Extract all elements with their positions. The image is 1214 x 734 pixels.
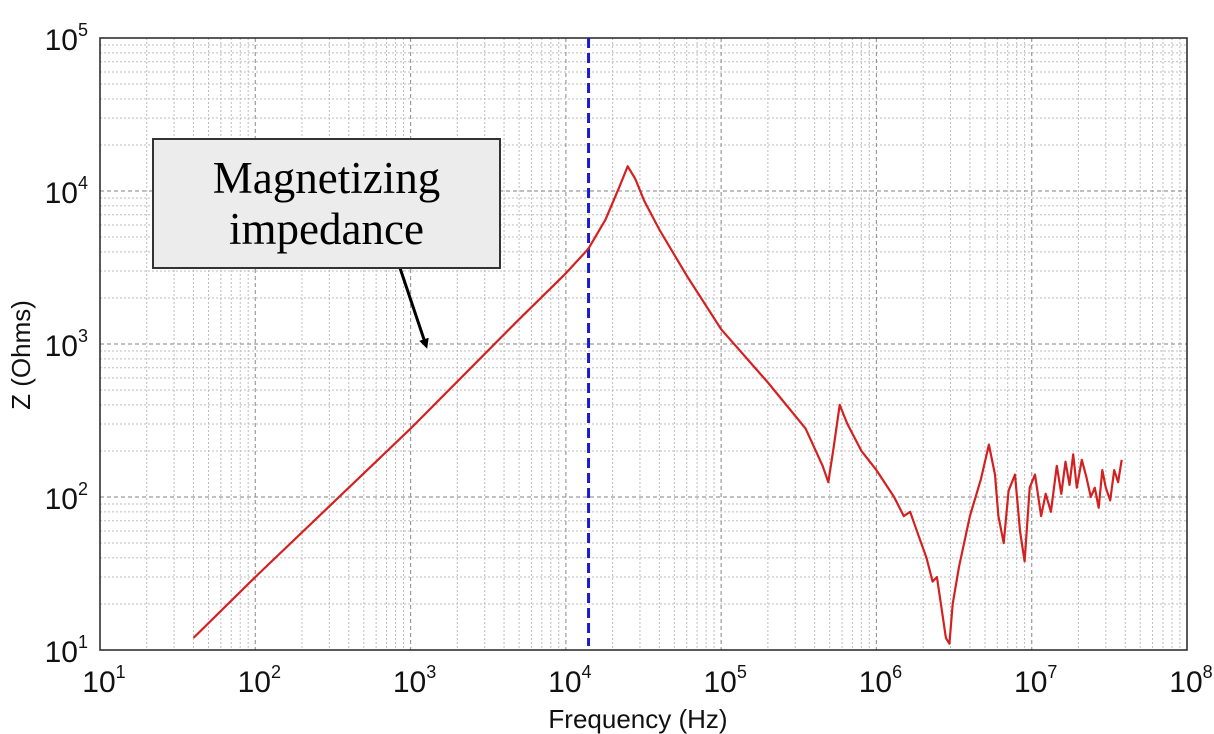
- x-tick-label: 106: [859, 662, 902, 699]
- x-tick-label: 101: [82, 662, 125, 699]
- annotation-line-1: Magnetizing: [212, 153, 441, 204]
- x-tick-label: 105: [703, 662, 746, 699]
- annotation-box: Magnetizing impedance: [152, 138, 501, 269]
- y-tick-label: 105: [45, 20, 88, 57]
- y-tick-label: 102: [45, 479, 88, 516]
- x-tick-label: 103: [393, 662, 436, 699]
- x-tick-label: 102: [238, 662, 281, 699]
- x-tick-labels: 101 102 103 104 105 106 107 108: [82, 662, 1212, 699]
- x-tick-label: 107: [1014, 662, 1057, 699]
- x-axis-label: Frequency (Hz): [548, 704, 727, 734]
- annotation-arrow: [398, 267, 429, 349]
- impedance-series-line: [192, 165, 1123, 645]
- y-tick-label: 103: [45, 326, 88, 363]
- x-tick-label: 108: [1169, 662, 1212, 699]
- y-tick-labels: 101 102 103 104 105: [45, 20, 88, 669]
- y-tick-label: 104: [45, 173, 88, 210]
- y-tick-label: 101: [45, 632, 88, 669]
- annotation-line-2: impedance: [229, 203, 424, 254]
- y-axis-label: Z (Ohms): [6, 300, 36, 410]
- x-tick-label: 104: [548, 662, 591, 699]
- plot-frame: [99, 37, 1188, 651]
